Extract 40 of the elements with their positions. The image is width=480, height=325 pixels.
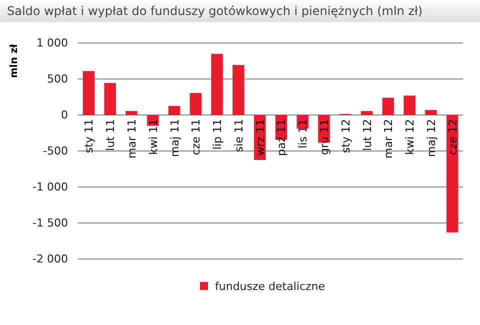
x-tick-label: mar 11 (125, 119, 138, 158)
x-tick-label: maj 11 (168, 119, 182, 158)
x-tick-label: lis 11 (296, 119, 310, 148)
y-tick-label: -1 500 (32, 216, 68, 230)
bar (382, 98, 394, 115)
bar (168, 106, 180, 115)
x-tick-label: lip 11 (211, 119, 224, 150)
bar (82, 71, 95, 115)
y-axis-title: mln zł (9, 44, 20, 78)
y-tick-label: 500 (47, 72, 68, 86)
bar (446, 115, 458, 232)
x-tick-label: lut 12 (360, 119, 374, 151)
bar (360, 111, 373, 115)
x-tick-label: kwi 12 (404, 119, 417, 155)
x-tick-label: cze 11 (190, 119, 203, 156)
x-tick-label: sie 11 (232, 119, 246, 152)
x-tick-label: sty 12 (339, 119, 352, 154)
x-tick-label: cze 12 (446, 119, 460, 156)
bar (404, 96, 416, 115)
x-tick-label: kwi 11 (146, 119, 160, 155)
y-tick-label: -500 (43, 144, 68, 158)
bar (190, 93, 202, 115)
bar (104, 82, 116, 115)
x-tick-label: gru 11 (318, 119, 331, 155)
y-tick-label: 1 000 (36, 36, 68, 50)
chart-title: Saldo wpłat i wypłat do funduszy gotówkowych i pieniężnych (mln zł) (7, 4, 423, 18)
y-tick-label: -2 000 (32, 252, 68, 266)
y-tick-label: 0 (61, 108, 68, 122)
x-tick-label: lut 11 (104, 119, 118, 151)
bar (126, 111, 138, 115)
x-tick-label: wrz 11 (254, 119, 267, 156)
x-tick-label: maj 12 (424, 119, 438, 158)
x-tick-label: mar 12 (382, 119, 396, 158)
bar (232, 64, 244, 115)
bar (211, 54, 223, 115)
bar (425, 110, 437, 115)
x-tick-label: paź 11 (275, 119, 288, 156)
legend-label: fundusze detaliczne (215, 280, 326, 293)
y-tick-label: -1 000 (32, 180, 68, 194)
x-tick-label: sty 11 (82, 119, 96, 154)
